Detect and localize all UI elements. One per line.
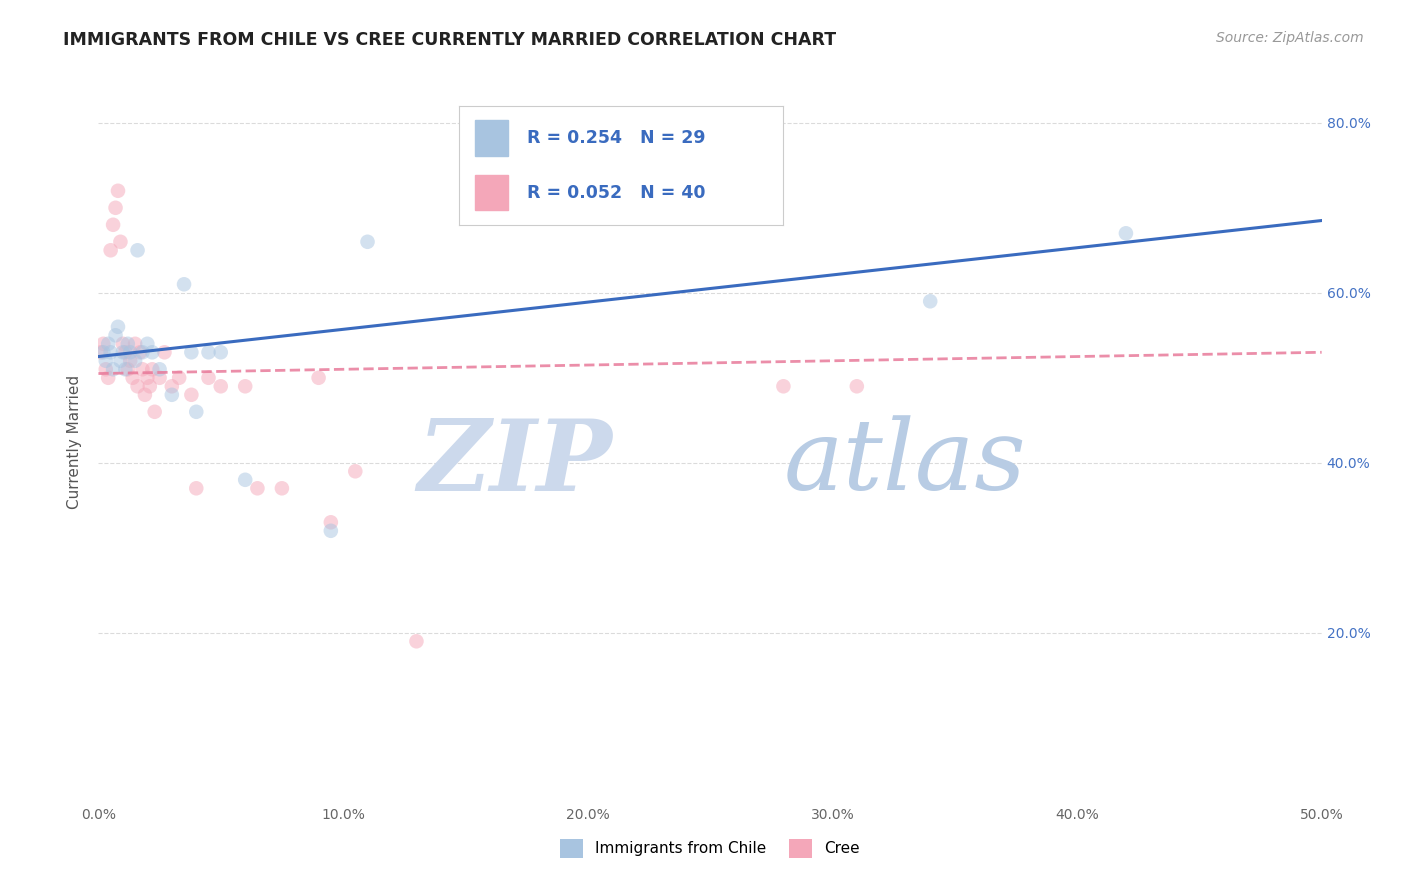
Point <box>100 244 122 258</box>
Point <box>344 464 367 478</box>
Point <box>129 345 152 359</box>
Point <box>160 388 183 402</box>
Point <box>136 371 159 385</box>
Point <box>405 634 427 648</box>
Point <box>94 353 117 368</box>
Point <box>97 336 120 351</box>
Point <box>124 336 146 351</box>
Point <box>114 362 136 376</box>
Point <box>356 235 378 249</box>
Text: atlas: atlas <box>783 416 1026 511</box>
Point <box>141 362 163 376</box>
Point <box>117 336 139 351</box>
Point <box>114 345 136 359</box>
Point <box>124 353 146 368</box>
Point <box>104 201 127 215</box>
Point <box>127 379 149 393</box>
Point <box>180 345 202 359</box>
Point <box>136 336 159 351</box>
Point <box>131 345 153 359</box>
Point <box>110 235 132 249</box>
Point <box>107 184 129 198</box>
Point <box>127 244 149 258</box>
Point <box>117 362 139 376</box>
Point <box>149 362 172 376</box>
Point <box>180 388 202 402</box>
Point <box>111 345 134 359</box>
Point <box>197 371 219 385</box>
Point <box>120 353 142 368</box>
Point <box>91 336 114 351</box>
Point <box>1115 227 1137 241</box>
Point <box>319 516 342 530</box>
Point <box>143 405 166 419</box>
Point <box>104 328 127 343</box>
Point <box>121 371 143 385</box>
Point <box>134 388 156 402</box>
Point <box>233 473 256 487</box>
Point <box>149 371 172 385</box>
Point <box>920 294 942 309</box>
Point <box>772 379 794 393</box>
Point <box>173 277 195 292</box>
Point <box>308 371 330 385</box>
Point <box>111 336 134 351</box>
Point <box>845 379 868 393</box>
Point <box>101 218 124 232</box>
Point <box>107 319 129 334</box>
Text: IMMIGRANTS FROM CHILE VS CREE CURRENTLY MARRIED CORRELATION CHART: IMMIGRANTS FROM CHILE VS CREE CURRENTLY … <box>63 31 837 49</box>
Point <box>120 345 142 359</box>
Point <box>270 481 294 495</box>
Y-axis label: Currently Married: Currently Married <box>67 375 83 508</box>
Point <box>209 345 232 359</box>
Point <box>186 481 208 495</box>
Point <box>97 371 120 385</box>
Point <box>90 345 112 359</box>
Point <box>101 362 124 376</box>
Point <box>91 345 114 359</box>
Point <box>141 345 163 359</box>
Point <box>186 405 208 419</box>
Point <box>197 345 219 359</box>
Point <box>100 345 122 359</box>
Point <box>319 524 342 538</box>
Point <box>167 371 190 385</box>
Point <box>209 379 232 393</box>
Point <box>139 379 162 393</box>
Point <box>110 353 132 368</box>
Legend: Immigrants from Chile, Cree: Immigrants from Chile, Cree <box>554 833 866 863</box>
Text: ZIP: ZIP <box>418 415 612 511</box>
Point <box>233 379 256 393</box>
Point <box>246 481 269 495</box>
Point <box>160 379 183 393</box>
Point <box>153 345 176 359</box>
Point <box>94 362 117 376</box>
Point <box>131 362 153 376</box>
Text: Source: ZipAtlas.com: Source: ZipAtlas.com <box>1216 31 1364 45</box>
